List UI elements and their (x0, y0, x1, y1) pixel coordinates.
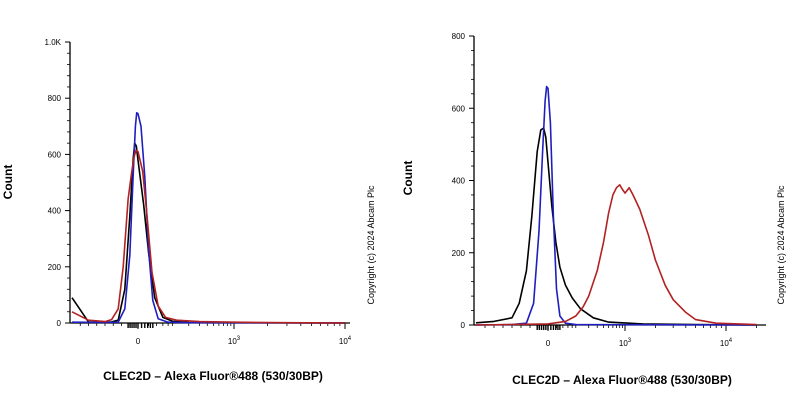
x-tick-exponent: 4 (348, 336, 352, 342)
x-tick-label: 0 (136, 337, 141, 346)
histogram-series-1 (71, 112, 346, 324)
histogram-series-0 (475, 127, 757, 326)
x-tick-label: 104 (720, 338, 733, 348)
x-tick-base: 0 (136, 337, 141, 346)
series-layer (475, 85, 757, 326)
x-tick-base: 0 (546, 339, 551, 348)
x-tick-exponent: 3 (628, 338, 632, 344)
y-tick-label: 0 (57, 319, 62, 328)
x-axis-title: CLEC2D – Alexa Fluor®488 (530/30BP) (103, 369, 323, 383)
histogram-series-0 (71, 142, 346, 324)
y-tick-label: 800 (48, 94, 62, 103)
series-layer (71, 112, 346, 324)
y-tick-label: 400 (452, 177, 466, 186)
y-tick-label: 600 (48, 150, 62, 159)
y-axis-title: Count (401, 161, 415, 196)
y-tick-label: 200 (452, 249, 466, 258)
y-tick-label: 400 (48, 207, 62, 216)
x-axis-ticks: 0 103 104 (79, 323, 352, 346)
copyright-text: Copyright (c) 2024 Abcam Plc (776, 185, 786, 305)
y-axis-ticks: 0 200 400 600 800 (452, 32, 474, 330)
x-axis-ticks: 0 103 104 (484, 325, 757, 348)
x-tick-base: 10 (339, 337, 348, 346)
y-axis-title: Count (1, 165, 15, 200)
y-tick-label: 800 (452, 32, 466, 41)
x-tick-label: 103 (228, 336, 241, 346)
copyright-text: Copyright (c) 2024 Abcam Plc (366, 185, 376, 305)
plot-area (474, 36, 766, 325)
x-axis-title: CLEC2D – Alexa Fluor®488 (530/30BP) (512, 373, 732, 387)
x-tick-label: 103 (619, 338, 632, 348)
histogram-series-1 (475, 85, 757, 326)
x-tick-label: 104 (339, 336, 352, 346)
histogram-series-2 (71, 149, 346, 324)
x-tick-label: 0 (546, 339, 551, 348)
y-tick-label: 200 (48, 263, 62, 272)
x-tick-exponent: 3 (237, 336, 241, 342)
y-tick-label: 0 (461, 321, 466, 330)
y-tick-label: 1.0K (45, 38, 62, 47)
y-axis-ticks: 0 200 400 600 800 1.0K (45, 38, 70, 328)
x-tick-base: 10 (720, 339, 729, 348)
x-tick-exponent: 4 (729, 338, 733, 344)
histogram-series-2 (475, 184, 757, 326)
x-tick-base: 10 (619, 339, 628, 348)
x-tick-base: 10 (228, 337, 237, 346)
plot-area (70, 42, 350, 323)
y-tick-label: 600 (452, 104, 466, 113)
